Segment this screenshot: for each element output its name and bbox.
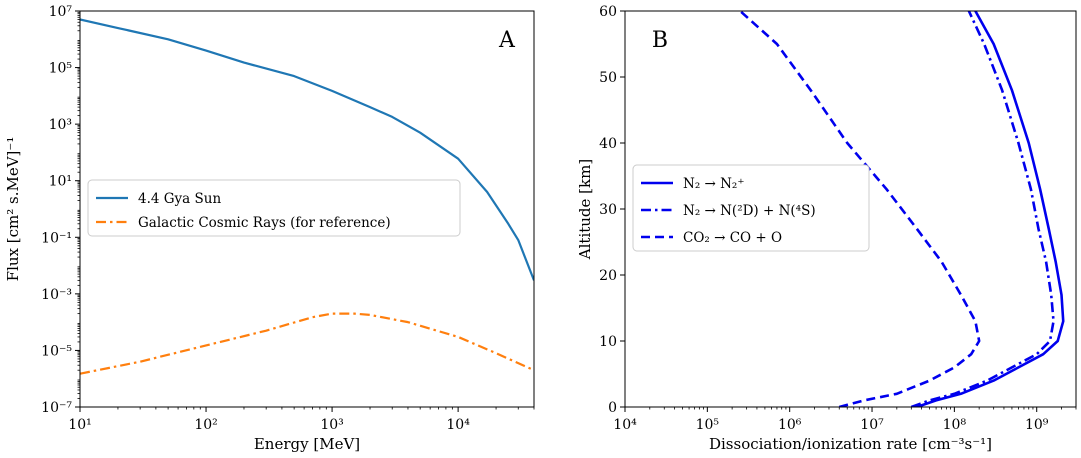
x-tick-label: 10¹ (68, 417, 91, 433)
series-group (739, 11, 1065, 407)
y-tick-label: 10⁻⁵ (41, 343, 72, 359)
x-tick-label: 10⁴ (446, 417, 470, 433)
y-tick-label: 10³ (49, 117, 72, 133)
legend-entry-2: CO₂ → CO + O (683, 230, 782, 246)
x-tick-label: 10⁶ (778, 417, 802, 433)
x-tick-label: 10² (194, 417, 217, 433)
panel-label: B (652, 28, 668, 53)
y-axis-label: Altitude [km] (576, 159, 594, 260)
x-tick-label: 10³ (320, 417, 343, 433)
series-line-1 (910, 11, 1055, 407)
x-tick-label: 10⁴ (613, 417, 637, 433)
series-line-2 (739, 11, 981, 407)
y-tick-label: 10⁵ (49, 61, 73, 77)
series-group (80, 18, 534, 375)
legend-box (87, 179, 461, 237)
y-tick-label: 10⁻⁷ (41, 400, 72, 416)
panel-a-flux-chart: 10¹ 10² 10³ 10⁴ 10⁻⁷ 10⁻⁵ 10⁻³ 10⁻¹ 10¹ 10³ 10⁵ 10⁷… (4, 4, 535, 453)
y-tick-label: 0 (608, 400, 617, 416)
y-tick-label: 10⁻³ (41, 287, 72, 303)
series-line-1 (80, 312, 534, 375)
legend: 4.4 Gya Sun Galactic Cosmic Rays (for ref… (87, 179, 461, 237)
axes-frame (79, 10, 535, 408)
legend-entry-0: 4.4 Gya Sun (138, 191, 221, 207)
legend-box (632, 164, 870, 252)
y-tick-label: 10⁷ (49, 4, 73, 20)
y-tick-label: 10¹ (49, 174, 72, 190)
x-tick-label: 10⁸ (943, 417, 967, 433)
y-tick-label: 10 (599, 334, 617, 350)
series-line-0 (916, 11, 1065, 407)
series-line-0 (80, 18, 534, 281)
x-axis-label: Dissociation/ionization rate [cm⁻³s⁻¹] (709, 435, 992, 453)
legend-entry-0: N₂ → N₂⁺ (683, 176, 744, 192)
panel-b-rate-chart: 10⁴ 10⁵ 10⁶ 10⁷ 10⁸ 10⁹ 0 10 20 30 40 50 60 Dissociat… (576, 4, 1077, 453)
y-tick-label: 20 (599, 268, 617, 284)
y-tick-label: 10⁻¹ (41, 230, 72, 246)
legend-entry-1: Galactic Cosmic Rays (for reference) (138, 215, 391, 231)
y-axis-label: Flux [cm² s.MeV]⁻¹ (4, 137, 22, 282)
y-tick-label: 50 (599, 70, 617, 86)
x-axis-label: Energy [MeV] (254, 435, 360, 453)
panel-label: A (498, 28, 516, 53)
y-tick-label: 40 (599, 136, 617, 152)
y-tick-label: 60 (599, 4, 617, 20)
x-tick-label: 10⁷ (860, 417, 884, 433)
x-tick-label: 10⁹ (1025, 417, 1049, 433)
x-tick-label: 10⁵ (696, 417, 720, 433)
legend: N₂ → N₂⁺ N₂ → N(²D) + N(⁴S) CO₂ → CO + O (632, 164, 870, 252)
legend-entry-1: N₂ → N(²D) + N(⁴S) (683, 203, 816, 219)
y-tick-label: 30 (599, 202, 617, 218)
